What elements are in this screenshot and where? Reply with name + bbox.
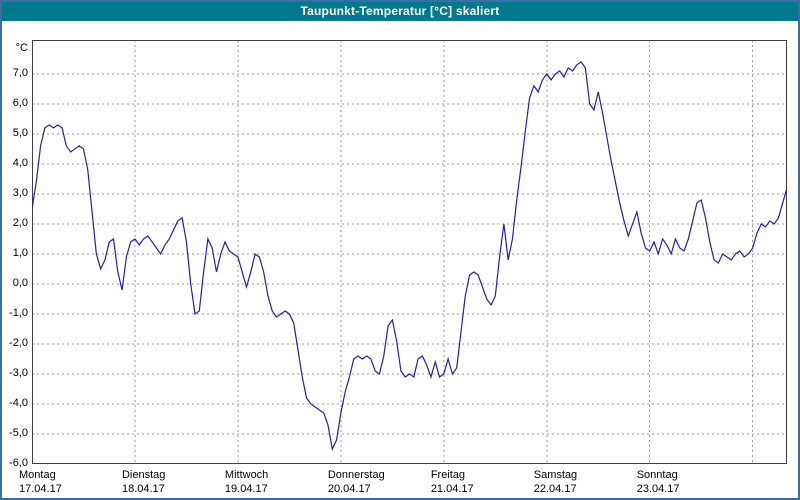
x-axis-date-label: 19.04.17	[224, 483, 268, 495]
x-axis-day-label: Donnerstag	[327, 469, 385, 481]
plot-area	[32, 40, 787, 464]
y-axis-tick-label: 0,0	[12, 276, 28, 289]
y-axis-tick-label: -3,0	[9, 366, 28, 379]
y-axis-unit-label: °C	[15, 42, 28, 54]
y-axis-tick-label: -4,0	[9, 396, 28, 409]
x-axis-day-label: Dienstag	[121, 469, 166, 481]
y-axis-tick-label: 7,0	[12, 66, 28, 79]
plot-border	[32, 40, 787, 464]
y-axis-tick-label: 6,0	[12, 96, 28, 109]
x-axis-date-label: 23.04.17	[636, 483, 680, 495]
x-axis-date-label: 17.04.17	[19, 483, 62, 495]
y-axis-tick-label: 2,0	[12, 216, 28, 229]
y-axis-tick-label: 1,0	[12, 246, 28, 259]
x-axis-day-label: Samstag	[533, 469, 578, 481]
y-axis-tick-label: -5,0	[9, 426, 28, 439]
x-axis-day-label: Sonntag	[636, 469, 678, 481]
y-axis-tick-label: 5,0	[12, 126, 28, 139]
x-axis-date-label: 20.04.17	[327, 483, 371, 495]
y-axis-tick-label: -1,0	[9, 306, 28, 319]
y-axis-tick-label: 4,0	[12, 156, 28, 169]
chart-title: Taupunkt-Temperatur [°C] skaliert	[2, 2, 798, 21]
y-axis-tick-label: 3,0	[12, 186, 28, 199]
x-axis-day-label: Montag	[19, 469, 56, 481]
x-axis-date-label: 18.04.17	[121, 483, 165, 495]
y-axis-tick-label: -2,0	[9, 336, 28, 349]
x-axis-day-label: Mittwoch	[224, 469, 269, 481]
temperature-line	[32, 61, 787, 451]
x-axis-date-label: 21.04.17	[430, 483, 474, 495]
x-axis-day-label: Freitag	[430, 469, 466, 481]
y-axis-tick-label: -6,0	[9, 457, 28, 469]
x-axis-date-label: 22.04.17	[533, 483, 577, 495]
